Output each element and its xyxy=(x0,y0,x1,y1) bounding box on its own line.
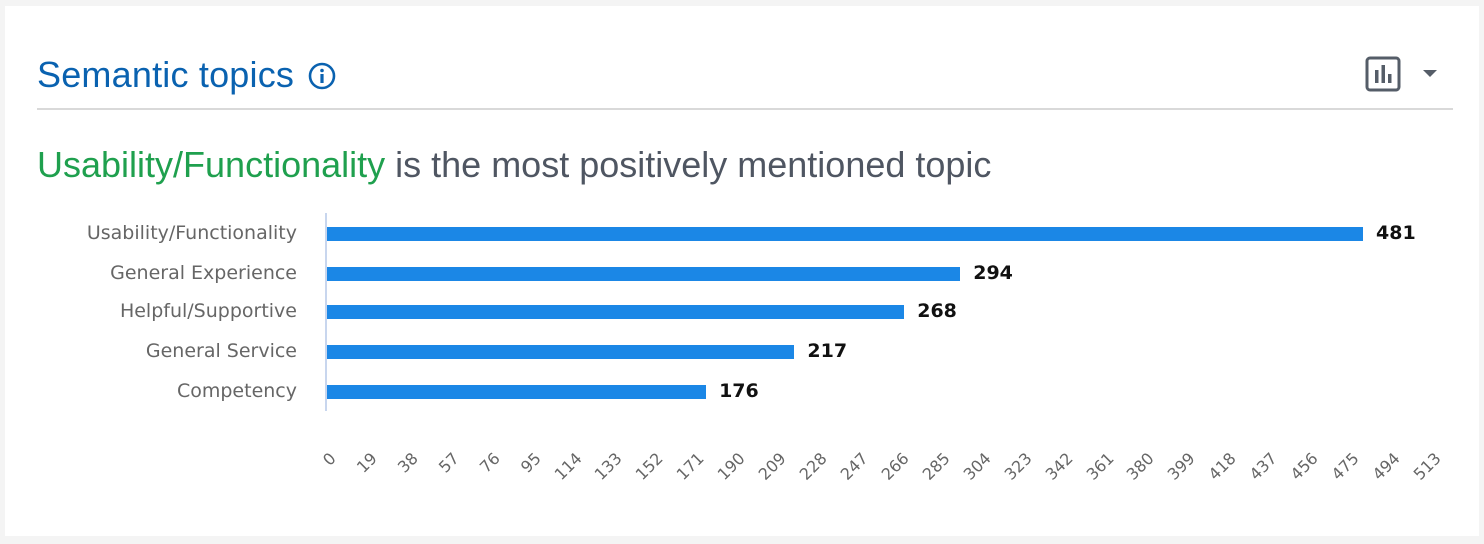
x-tick-label: 190 xyxy=(713,448,749,484)
bar[interactable] xyxy=(327,345,795,359)
value-label: 294 xyxy=(973,262,1013,284)
bar-chart: Usability/Functionality 481 General Experi… xyxy=(5,6,1479,536)
x-tick-label: 437 xyxy=(1245,448,1281,484)
x-tick-label: 475 xyxy=(1327,448,1363,484)
x-tick-label: 0 xyxy=(319,448,340,470)
x-tick-label: 323 xyxy=(1000,448,1036,484)
x-tick-label: 76 xyxy=(475,448,504,477)
bar-chart-icon[interactable] xyxy=(1365,56,1401,92)
x-tick-label: 285 xyxy=(918,448,954,484)
value-label: 176 xyxy=(719,380,759,402)
x-tick-label: 152 xyxy=(632,448,668,484)
x-tick-label: 209 xyxy=(754,448,790,484)
bar[interactable] xyxy=(327,227,1363,241)
x-tick-label: 171 xyxy=(672,448,709,484)
x-tick-label: 247 xyxy=(836,448,872,484)
category-label: Competency xyxy=(176,380,297,402)
widget-title: Semantic topics xyxy=(37,54,336,96)
value-label: 217 xyxy=(807,340,848,362)
x-tick-label: 133 xyxy=(591,448,627,484)
x-tick-label: 304 xyxy=(959,448,995,484)
value-label: 481 xyxy=(1376,222,1416,244)
x-tick-label: 361 xyxy=(1082,448,1118,484)
category-label: General Experience xyxy=(110,262,297,284)
x-tick-label: 57 xyxy=(434,448,463,477)
bar[interactable] xyxy=(327,267,961,281)
x-tick-label: 418 xyxy=(1204,448,1241,484)
x-tick-label: 95 xyxy=(516,448,545,477)
headline-rest: is the most positively mentioned topic xyxy=(385,144,992,185)
widget-header: Semantic topics xyxy=(37,48,1453,110)
x-tick-label: 114 xyxy=(550,448,586,484)
x-tick-label: 19 xyxy=(352,448,381,477)
x-tick-label: 266 xyxy=(877,448,913,484)
bar[interactable] xyxy=(327,305,905,319)
widget-title-text: Semantic topics xyxy=(37,54,295,95)
x-tick-label: 494 xyxy=(1368,448,1404,484)
bar[interactable] xyxy=(327,385,707,399)
y-axis-line xyxy=(325,213,327,411)
category-label: Usability/Functionality xyxy=(86,222,297,244)
value-label: 268 xyxy=(917,300,957,322)
caret-down-icon[interactable] xyxy=(1423,70,1437,77)
x-tick-label: 342 xyxy=(1041,448,1077,484)
info-circle-icon[interactable] xyxy=(308,62,336,90)
semantic-topics-widget: Semantic topics Usability/Functionality … xyxy=(5,6,1479,536)
category-label: Helpful/Supportive xyxy=(119,300,297,322)
headline: Usability/Functionality is the most posi… xyxy=(37,144,991,186)
headline-highlight: Usability/Functionality xyxy=(37,144,386,185)
x-tick-label: 456 xyxy=(1286,448,1322,484)
x-tick-label: 38 xyxy=(393,448,422,477)
x-tick-label: 513 xyxy=(1409,448,1445,484)
category-label: General Service xyxy=(145,340,297,362)
x-tick-label: 399 xyxy=(1164,448,1200,484)
x-tick-label: 228 xyxy=(795,448,831,484)
x-tick-label: 380 xyxy=(1123,448,1159,484)
